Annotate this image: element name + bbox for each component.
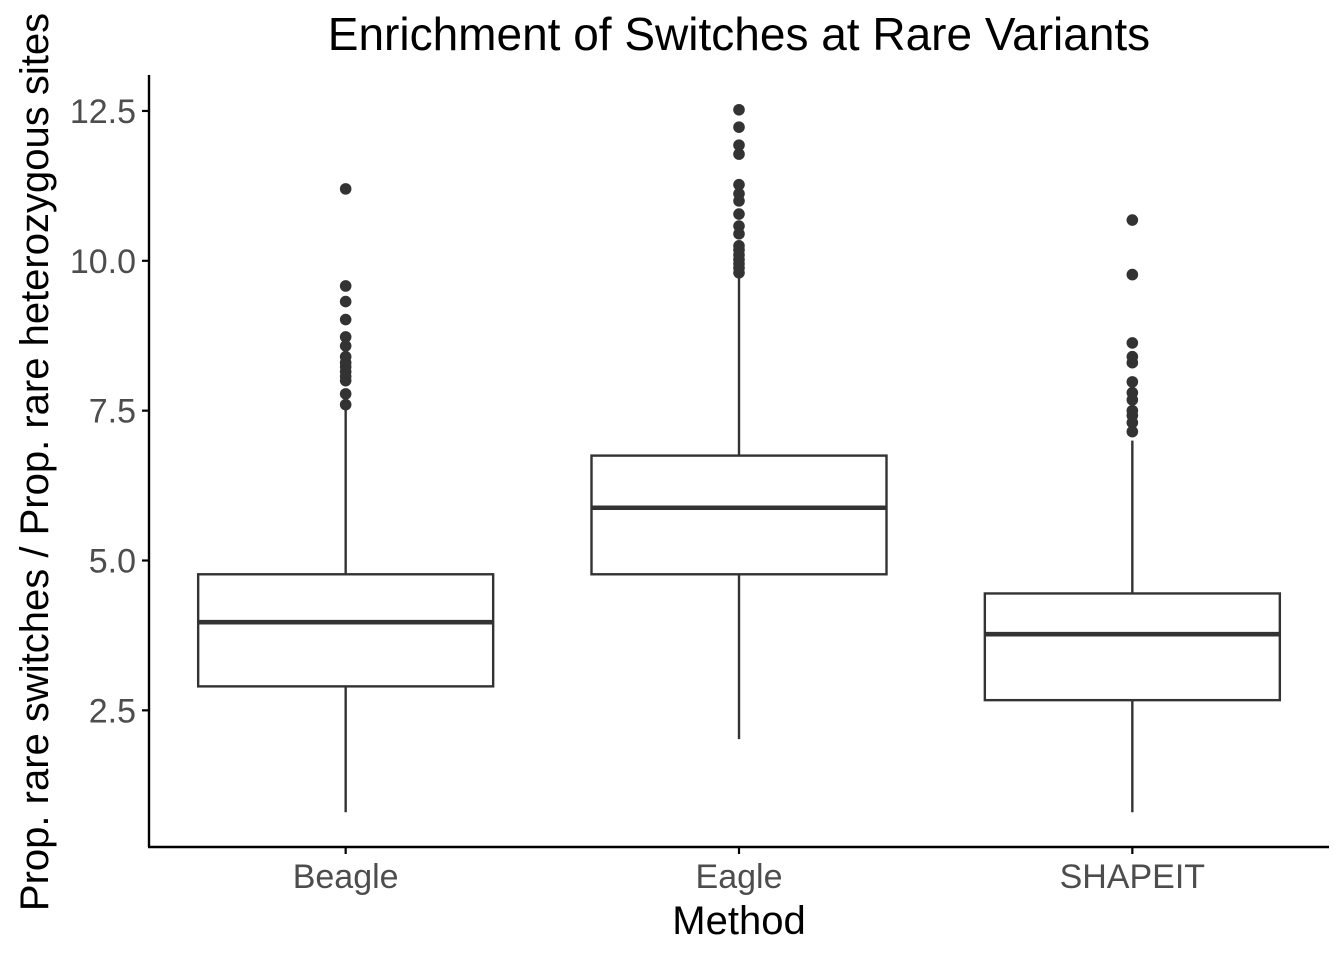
outlier-point	[339, 398, 352, 411]
box-group	[590, 103, 888, 740]
x-tick-label: Beagle	[293, 858, 399, 896]
outlier-point	[1126, 376, 1139, 388]
x-ticks: Beagle Eagle SHAPEIT	[293, 847, 1205, 896]
y-axis-label: Prop. rare switches / Prop. rare heteroz…	[13, 13, 57, 911]
box-group	[196, 183, 495, 813]
outlier-point	[1126, 350, 1139, 363]
x-tick-label: SHAPEIT	[1060, 858, 1205, 896]
outlier-point	[339, 331, 352, 343]
outlier-point	[339, 313, 352, 326]
outlier-point	[339, 280, 352, 292]
y-tick-label: 7.5	[89, 393, 136, 431]
box-group	[983, 214, 1282, 813]
outlier-point	[339, 350, 352, 363]
outlier-point	[733, 178, 745, 191]
outlier-point	[1126, 404, 1139, 417]
outlier-point	[1126, 214, 1139, 226]
x-axis-label: Method	[672, 899, 805, 943]
y-tick-label: 10.0	[70, 243, 136, 281]
box-iqr	[983, 592, 1282, 702]
chart-title: Enrichment of Switches at Rare Variants	[328, 8, 1150, 60]
outlier-point	[733, 103, 745, 116]
outlier-point	[733, 121, 745, 133]
boxes	[196, 103, 1282, 813]
outlier-point	[1126, 386, 1139, 399]
outlier-point	[733, 220, 745, 232]
box-iqr	[590, 454, 888, 576]
outlier-point	[733, 139, 745, 151]
outlier-point	[733, 187, 745, 200]
box-iqr	[196, 573, 495, 688]
outlier-point	[339, 295, 352, 308]
x-tick-label: Eagle	[696, 858, 783, 896]
outlier-point	[339, 183, 352, 195]
y-tick-label: 12.5	[70, 93, 136, 131]
outlier-point	[1126, 425, 1139, 438]
outlier-point	[339, 340, 352, 352]
y-tick-label: 2.5	[89, 692, 136, 730]
outlier-point	[733, 208, 745, 220]
outlier-point	[1126, 337, 1139, 349]
outlier-point	[1126, 268, 1139, 281]
outlier-point	[339, 388, 352, 400]
y-tick-label: 5.0	[89, 542, 136, 580]
y-ticks: 2.5 5.0 7.5 10.0 12.5	[70, 93, 149, 730]
outlier-point	[733, 240, 745, 252]
outlier-point	[733, 148, 745, 160]
